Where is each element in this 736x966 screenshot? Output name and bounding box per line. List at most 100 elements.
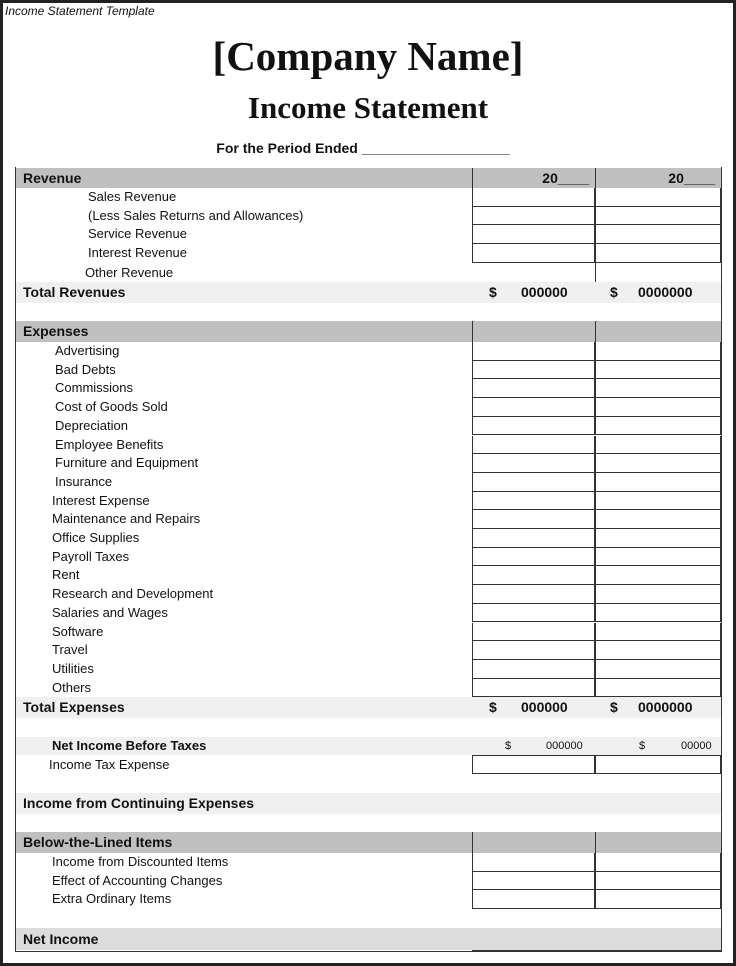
line-item-label: Payroll Taxes	[52, 548, 130, 564]
amount-value: 0000000	[638, 699, 693, 715]
currency-symbol: $	[610, 284, 618, 300]
line-item-label: Research and Development	[52, 586, 214, 602]
amount-cell-2[interactable]	[595, 188, 721, 207]
amount-cell-2[interactable]	[595, 755, 721, 774]
line-item-label: Employee Benefits	[55, 436, 164, 452]
amount-cell-2[interactable]	[595, 529, 721, 548]
amount-cell-1[interactable]	[472, 342, 595, 361]
line-item-label: Software	[52, 623, 104, 639]
amount-cell-1[interactable]	[472, 566, 595, 586]
line-item-label: Extra Ordinary Items	[52, 891, 172, 907]
amount-cell-1[interactable]	[472, 871, 595, 891]
amount-cell-1[interactable]	[472, 622, 595, 642]
amount-cell-1[interactable]	[472, 416, 595, 436]
amount-cell-2[interactable]	[595, 510, 721, 529]
amount-cell-2[interactable]	[595, 547, 721, 567]
revenue-header: Revenue 20____ 20____	[16, 168, 721, 188]
amount-value: 00000	[681, 740, 712, 752]
expense-item: Advertising	[16, 342, 721, 361]
amount-cell-1[interactable]	[472, 379, 595, 399]
amount-cell-1[interactable]	[472, 529, 595, 548]
amount-cell-1[interactable]	[472, 360, 595, 380]
total-label: Net Income Before Taxes	[52, 738, 207, 753]
header-cell-1	[472, 321, 595, 342]
currency-symbol: $	[489, 699, 497, 715]
amount-cell-1[interactable]	[472, 225, 595, 245]
below-the-line-header: Below-the-Lined Items	[16, 832, 721, 853]
year-column-1[interactable]: 20____	[542, 170, 589, 186]
amount-cell-2[interactable]	[595, 472, 721, 492]
amount-cell-2[interactable]	[595, 262, 721, 282]
amount-cell-2[interactable]	[595, 398, 721, 417]
amount-cell-2[interactable]	[595, 659, 721, 679]
amount-cell-2[interactable]	[595, 416, 721, 436]
amount-cell-1[interactable]	[472, 853, 595, 872]
amount-cell-1[interactable]	[472, 472, 595, 492]
amount-cell-2[interactable]	[595, 871, 721, 891]
amount-cell-2[interactable]	[595, 244, 721, 263]
amount-cell-1[interactable]	[472, 585, 595, 604]
section-title: Below-the-Lined Items	[23, 834, 173, 850]
expense-item: Software	[16, 622, 721, 642]
expense-item: Utilities	[16, 659, 721, 679]
amount-cell-1[interactable]	[472, 510, 595, 529]
period-line[interactable]: For the Period Ended ___________________	[216, 140, 510, 156]
amount-cell-2[interactable]	[595, 225, 721, 245]
amount-cell-2[interactable]	[595, 622, 721, 642]
section-title: Revenue	[23, 170, 82, 186]
expense-item: Commissions	[16, 379, 721, 399]
revenue-item: Interest Revenue	[16, 244, 721, 263]
line-item-label: Interest Revenue	[88, 245, 188, 261]
line-item-label: Interest Expense	[52, 492, 150, 508]
amount-cell-2[interactable]	[595, 454, 721, 473]
amount-cell-2[interactable]	[595, 360, 721, 380]
amount-cell-1[interactable]	[472, 641, 595, 660]
amount-cell-1[interactable]	[472, 206, 595, 226]
expense-item: Salaries and Wages	[16, 603, 721, 623]
amount-cell-1[interactable]	[472, 244, 595, 263]
expense-item: Cost of Goods Sold	[16, 398, 721, 417]
amount-cell-1[interactable]	[472, 454, 595, 473]
amount-cell-1[interactable]	[472, 678, 595, 698]
expense-item: Depreciation	[16, 416, 721, 436]
expense-item: Insurance	[16, 472, 721, 492]
amount-cell-1[interactable]	[472, 890, 595, 910]
year-column-2[interactable]: 20____	[668, 170, 715, 186]
line-item-label: (Less Sales Returns and Allowances)	[88, 207, 304, 223]
line-item-label: Advertising	[55, 343, 120, 358]
amount-cell-1[interactable]	[472, 659, 595, 679]
amount-cell-2[interactable]	[595, 206, 721, 226]
amount-cell-1[interactable]	[472, 755, 595, 774]
line-item-label: Insurance	[55, 473, 113, 489]
amount-cell-1[interactable]	[472, 603, 595, 623]
amount-cell-1[interactable]	[472, 435, 595, 455]
amount-cell-2[interactable]	[595, 435, 721, 455]
expense-item: Travel	[16, 641, 721, 660]
revenue-item: Sales Revenue	[16, 188, 721, 207]
line-item-label: Salaries and Wages	[52, 604, 168, 620]
amount-cell-2[interactable]	[595, 342, 721, 361]
amount-cell-2[interactable]	[595, 678, 721, 698]
amount-cell-2[interactable]	[595, 491, 721, 511]
currency-symbol: $	[489, 284, 497, 300]
amount-cell-2[interactable]	[595, 379, 721, 399]
amount-cell-1[interactable]	[472, 188, 595, 207]
expense-item: Employee Benefits	[16, 435, 721, 455]
amount-cell-1[interactable]	[472, 547, 595, 567]
amount-cell-1[interactable]	[472, 398, 595, 417]
amount-value: 000000	[546, 740, 583, 752]
total-label: Net Income	[23, 931, 99, 947]
amount-cell-2[interactable]	[595, 641, 721, 660]
company-name[interactable]: [Company Name]	[212, 33, 524, 79]
amount-cell-2[interactable]	[595, 890, 721, 910]
amount-cell-2[interactable]	[595, 853, 721, 872]
amount-cell-1[interactable]	[472, 491, 595, 511]
amount-cell-2[interactable]	[595, 566, 721, 586]
net-income-before-taxes-row: Net Income Before Taxes $000000 $00000	[16, 737, 721, 755]
amount-cell-2[interactable]	[595, 585, 721, 604]
header-cell-1: 20____	[472, 168, 595, 188]
expense-item: Others	[16, 678, 721, 698]
header-cell-2	[595, 832, 721, 853]
amount-cell-2[interactable]	[595, 603, 721, 623]
